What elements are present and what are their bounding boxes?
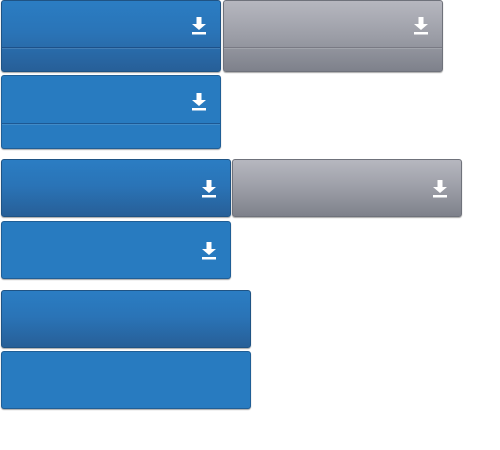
download-icon [413, 17, 429, 35]
download-icon [201, 180, 217, 198]
download-button-gray[interactable] [232, 159, 462, 217]
button-divider [2, 47, 220, 48]
download-icon [201, 242, 217, 260]
download-button-gray-split[interactable] [223, 0, 443, 72]
download-icon [432, 180, 448, 198]
button-divider [2, 123, 220, 124]
download-button-blue[interactable] [1, 159, 231, 217]
download-button-blue-split[interactable] [1, 0, 221, 72]
blue-gradient-button[interactable] [1, 290, 251, 348]
download-icon [191, 17, 207, 35]
button-divider [224, 47, 442, 48]
download-icon [191, 93, 207, 111]
blue-flat-button[interactable] [1, 351, 251, 409]
download-button-blue-flat-split[interactable] [1, 75, 221, 149]
download-button-blue-flat[interactable] [1, 221, 231, 279]
